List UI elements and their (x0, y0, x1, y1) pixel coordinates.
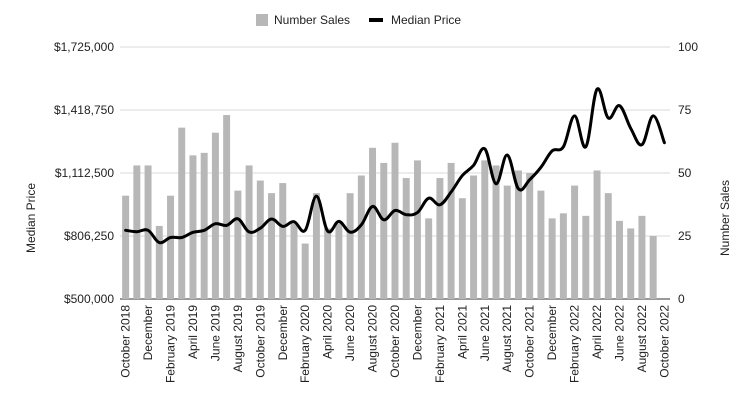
x-tick-label: October 2021 (523, 305, 537, 378)
bar-number-sales (178, 127, 186, 299)
legend-label-median-price: Median Price (391, 13, 461, 27)
x-tick-label: October 2020 (388, 305, 402, 378)
legend-swatch-number-sales (256, 14, 268, 26)
bar-number-sales (481, 160, 489, 299)
bar-number-sales (503, 185, 511, 299)
bar-number-sales (357, 175, 365, 299)
bar-number-sales (447, 162, 455, 299)
bar-number-sales (391, 142, 399, 299)
bar-number-sales (514, 170, 522, 299)
x-tick-label: April 2019 (186, 305, 200, 359)
bar-number-sales (436, 178, 444, 299)
x-tick-label: February 2021 (433, 305, 447, 383)
x-tick-label: June 2019 (208, 305, 222, 361)
bar-number-sales (234, 190, 242, 299)
y-left-tick-label: $806,250 (64, 229, 114, 243)
x-tick-label: August 2019 (231, 305, 245, 373)
bar-number-sales (492, 165, 500, 299)
bar-number-sales (582, 215, 590, 299)
x-tick-label: April 2022 (590, 305, 604, 359)
line-median-price (124, 87, 666, 245)
x-tick-label: June 2022 (613, 305, 627, 361)
bar-number-sales (167, 195, 174, 299)
bar-number-sales (144, 165, 152, 299)
bar-number-sales (458, 198, 466, 299)
y-left-tick-label: $1,418,750 (54, 103, 114, 117)
x-tick-label: February 2022 (568, 305, 582, 383)
bars-number-sales (122, 115, 657, 299)
bar-number-sales (380, 162, 388, 299)
x-tick-label: December (276, 305, 290, 360)
y-right-tick-label: 75 (678, 103, 692, 117)
y-right-tick-label: 0 (678, 292, 685, 306)
x-tick-label: August 2021 (500, 305, 514, 373)
bar-number-sales (335, 223, 343, 299)
bar-number-sales (279, 183, 287, 299)
y-right-tick-label: 25 (678, 229, 692, 243)
bar-number-sales (425, 218, 433, 299)
bar-number-sales (301, 243, 309, 299)
x-tick-label: February 2020 (298, 305, 312, 383)
bar-number-sales (200, 152, 208, 299)
x-tick-label: December (410, 305, 424, 360)
bar-number-sales (627, 228, 635, 299)
x-tick-label: August 2022 (635, 305, 649, 373)
bar-number-sales (593, 170, 601, 299)
bar-number-sales (122, 195, 130, 299)
bar-number-sales (211, 132, 219, 299)
x-tick-label: April 2021 (455, 305, 469, 359)
bar-number-sales (223, 115, 231, 299)
x-tick-label: December (141, 305, 155, 360)
bar-number-sales (559, 213, 567, 299)
bar-number-sales (616, 220, 623, 299)
y-axis-left-title: Median Price (24, 183, 38, 253)
x-tick-label: October 2019 (253, 305, 267, 378)
bar-number-sales (526, 173, 534, 299)
y-right-tick-label: 100 (678, 40, 698, 54)
bar-number-sales (346, 193, 354, 299)
bar-number-sales (189, 155, 197, 299)
bar-number-sales (548, 218, 556, 299)
x-tick-label: August 2020 (366, 305, 380, 373)
bar-number-sales (604, 193, 612, 299)
bar-number-sales (268, 193, 276, 299)
bar-number-sales (324, 228, 332, 299)
y-left-tick-label: $1,725,000 (54, 40, 114, 54)
x-axis-ticks: October 2018 December February 2019 April 2… (119, 305, 672, 383)
bar-number-sales (413, 160, 421, 299)
bar-number-sales (155, 225, 163, 299)
y-left-tick-label: $1,112,500 (55, 166, 114, 180)
x-tick-label: October 2018 (119, 305, 133, 378)
legend: Number Sales Median Price (256, 13, 461, 27)
x-tick-label: April 2020 (321, 305, 335, 359)
bar-number-sales (571, 185, 579, 299)
x-tick-label: June 2021 (478, 305, 492, 361)
x-tick-label: December (545, 305, 559, 360)
x-tick-label: October 2022 (657, 305, 671, 378)
bar-number-sales (402, 178, 410, 299)
bar-number-sales (649, 236, 657, 299)
y-axis-right-title: Number Sales (718, 180, 732, 256)
x-tick-label: February 2019 (164, 305, 178, 383)
legend-label-number-sales: Number Sales (274, 13, 350, 27)
bar-number-sales (470, 175, 478, 299)
bar-number-sales (256, 180, 264, 299)
y-right-tick-label: 50 (678, 166, 692, 180)
x-tick-label: June 2020 (343, 305, 357, 361)
bar-number-sales (369, 147, 377, 299)
bar-number-sales (537, 190, 545, 299)
bar-number-sales (290, 223, 298, 299)
bar-number-sales (312, 193, 320, 299)
legend-swatch-median-price (369, 18, 383, 22)
y-axis-right-ticks: 0 25 50 75 100 (678, 40, 698, 306)
bar-number-sales (638, 215, 646, 299)
y-axis-left-ticks: $500,000 $806,250 $1,112,500 $1,418,750 $1,7… (54, 40, 114, 306)
y-left-tick-label: $500,000 (64, 292, 114, 306)
